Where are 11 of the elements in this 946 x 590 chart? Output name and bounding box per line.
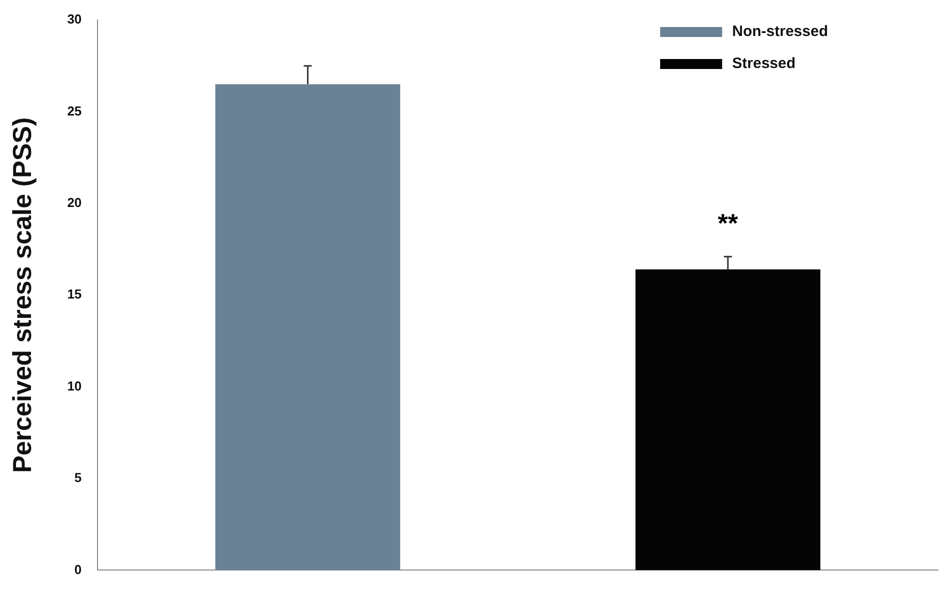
legend-label: Stressed: [732, 55, 796, 72]
y-tick-label: 10: [67, 378, 82, 394]
legend-label: Non-stressed: [732, 23, 828, 40]
annotation: **: [718, 208, 739, 238]
y-tick-label: 30: [67, 12, 82, 27]
y-tick-label: 20: [67, 194, 82, 210]
y-tick-label: 25: [67, 103, 82, 118]
y-tick-label: 0: [74, 562, 82, 577]
y-tick-label: 15: [67, 286, 82, 302]
y-tick-label: 5: [74, 470, 82, 486]
y-axis-title: Perceived stress scale (PSS): [6, 117, 37, 473]
